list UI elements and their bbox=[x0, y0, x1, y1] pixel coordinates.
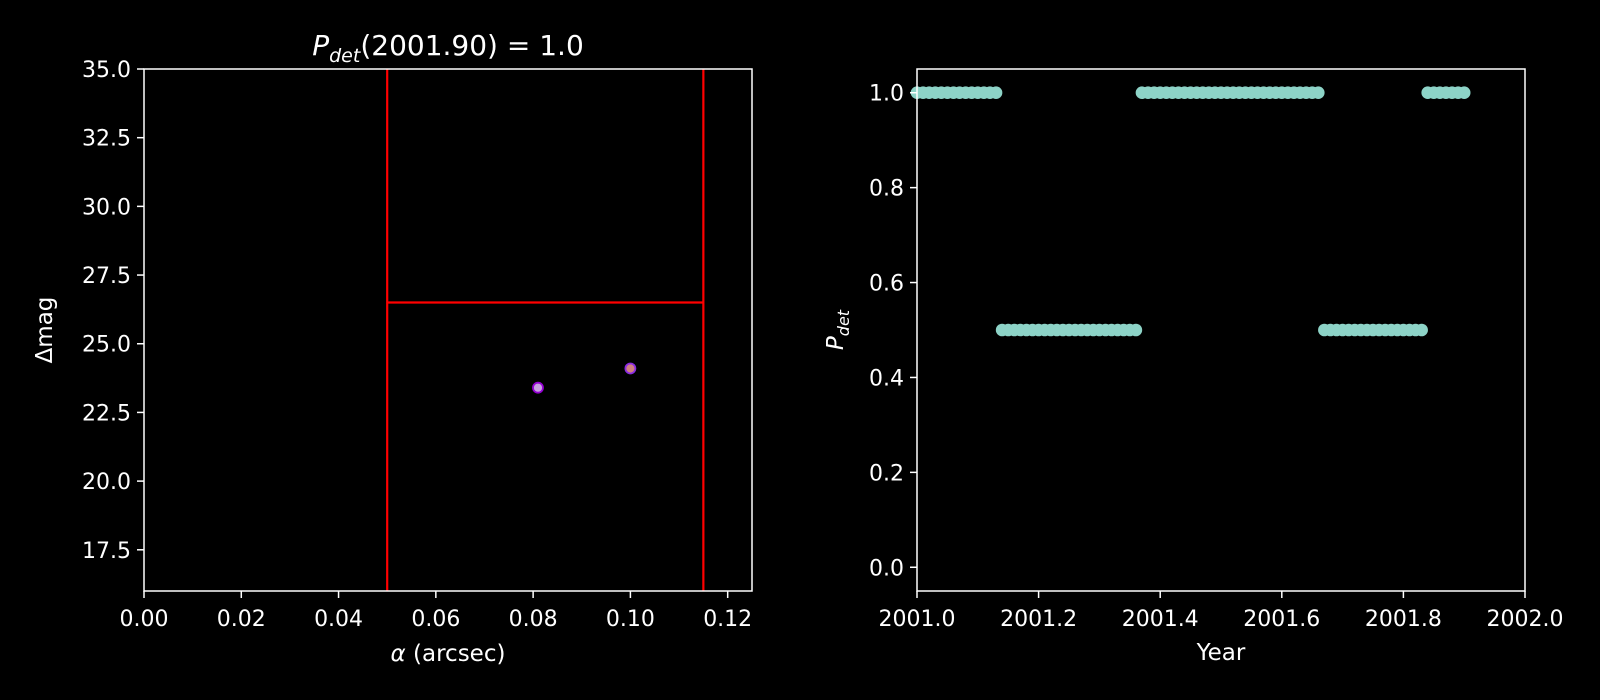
left-x-tick-label: 0.10 bbox=[606, 607, 655, 632]
left-plot-frame bbox=[143, 68, 753, 592]
right-data-points bbox=[910, 86, 1471, 337]
right-y-tick-label: 0.0 bbox=[869, 556, 904, 581]
right-x-tick-label: 2001.2 bbox=[1000, 607, 1077, 632]
left-x-tick-label: 0.02 bbox=[217, 607, 266, 632]
left-x-tick-label: 0.00 bbox=[120, 607, 169, 632]
left-y-tick-label: 17.5 bbox=[82, 539, 131, 564]
planet-point bbox=[532, 381, 544, 394]
pdet-point bbox=[1129, 323, 1143, 337]
right-y-axis-label: Pdet bbox=[823, 309, 853, 350]
left-xlabel-symbol: α bbox=[391, 641, 406, 667]
left-y-tick-label: 22.5 bbox=[82, 401, 131, 426]
left-title-rest: (2001.90) = 1.0 bbox=[360, 29, 583, 62]
left-y-tick-label: 32.5 bbox=[82, 127, 131, 152]
right-chart-panel: 2001.0 2001.2 2001.4 2001.6 2001.8 2002.0 0.0… bbox=[823, 68, 1564, 666]
right-x-ticks: 2001.0 2001.2 2001.4 2001.6 2001.8 2002.0 bbox=[879, 591, 1564, 632]
left-y-axis-label: Δmag bbox=[32, 297, 58, 364]
right-y-tick-label: 1.0 bbox=[869, 82, 904, 107]
left-y-tick-label: 25.0 bbox=[82, 333, 131, 358]
left-x-axis-label: α (arcsec) bbox=[391, 641, 506, 667]
right-x-tick-label: 2002.0 bbox=[1487, 607, 1564, 632]
left-boundary-lines bbox=[386, 69, 705, 591]
right-y-tick-label: 0.4 bbox=[869, 366, 904, 391]
pdet-point bbox=[1415, 323, 1428, 337]
left-data-points bbox=[532, 362, 637, 394]
left-x-tick-label: 0.08 bbox=[509, 607, 558, 632]
pdet-point bbox=[989, 86, 1003, 100]
right-x-tick-label: 2001.4 bbox=[1122, 607, 1199, 632]
right-x-tick-label: 2001.8 bbox=[1365, 607, 1442, 632]
right-x-axis-label: Year bbox=[1196, 640, 1246, 666]
left-x-ticks: 0.00 0.02 0.04 0.06 0.08 0.10 0.12 bbox=[120, 591, 752, 632]
right-y-tick-label: 0.6 bbox=[869, 272, 904, 297]
pdet-point bbox=[1457, 86, 1471, 100]
left-y-ticks: 17.5 20.0 22.5 25.0 27.5 30.0 32.5 35.0 bbox=[82, 58, 144, 564]
left-plot-area bbox=[144, 69, 752, 591]
right-x-tick-label: 2001.6 bbox=[1243, 607, 1320, 632]
left-chart-panel: 0.00 0.02 0.04 0.06 0.08 0.10 0.12 17.5 20.0 22.… bbox=[32, 29, 753, 667]
left-chart-title: Pdet(2001.90) = 1.0 bbox=[312, 29, 584, 67]
pdet-point bbox=[1311, 86, 1325, 100]
left-x-tick-label: 0.12 bbox=[703, 607, 752, 632]
right-ylabel-sub: det bbox=[834, 309, 853, 336]
planet-point bbox=[624, 362, 637, 375]
right-ylabel-base: P bbox=[823, 336, 849, 350]
left-x-tick-label: 0.04 bbox=[314, 607, 363, 632]
left-title-sub: det bbox=[329, 45, 362, 67]
right-x-tick-label: 2001.0 bbox=[879, 607, 956, 632]
left-x-tick-label: 0.06 bbox=[411, 607, 460, 632]
left-y-tick-label: 35.0 bbox=[82, 58, 131, 83]
left-y-tick-label: 27.5 bbox=[82, 264, 131, 289]
right-plot-frame bbox=[916, 68, 1526, 592]
left-xlabel-rest: (arcsec) bbox=[406, 641, 506, 667]
left-y-tick-label: 20.0 bbox=[82, 470, 131, 495]
left-title-base: P bbox=[312, 29, 329, 62]
right-y-ticks: 0.0 0.2 0.4 0.6 0.8 1.0 bbox=[869, 82, 917, 581]
left-y-tick-label: 30.0 bbox=[82, 195, 131, 220]
right-y-tick-label: 0.8 bbox=[869, 177, 904, 202]
right-y-tick-label: 0.2 bbox=[869, 461, 904, 486]
